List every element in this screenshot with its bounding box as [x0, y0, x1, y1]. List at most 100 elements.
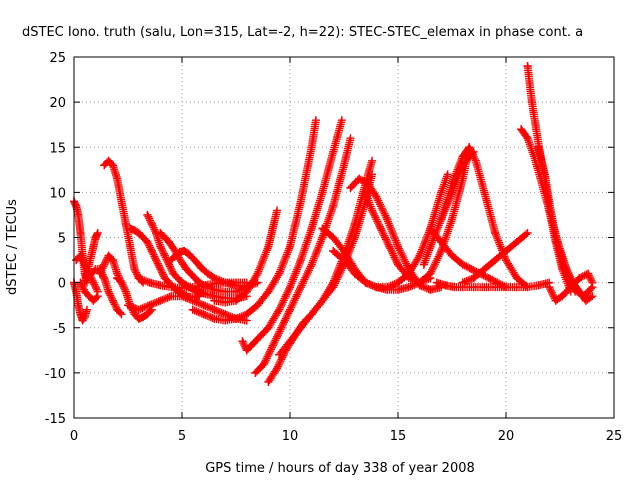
data-point: [221, 287, 230, 296]
data-point: [255, 332, 264, 341]
data-point: [534, 281, 543, 290]
data-point: [340, 247, 348, 256]
data-point: [167, 292, 176, 301]
data-point: [108, 256, 117, 265]
data-point: [156, 296, 165, 305]
data-point: [437, 238, 446, 247]
data-point: [82, 305, 91, 314]
data-series: [346, 174, 446, 294]
data-series: [134, 274, 251, 293]
data-point: [363, 179, 372, 188]
data-point: [167, 283, 176, 292]
data-point: [197, 264, 206, 273]
data-point: [286, 337, 294, 346]
data-point: [242, 287, 251, 296]
data-point: [469, 274, 478, 283]
data-point: [188, 305, 197, 314]
data-point: [80, 312, 89, 321]
data-point: [329, 233, 338, 242]
data-point: [286, 242, 294, 251]
x-axis-label: GPS time / hours of day 338 of year 2008: [205, 461, 475, 476]
data-point: [145, 278, 154, 287]
data-point: [139, 312, 148, 321]
data-point: [143, 210, 152, 219]
data-point: [182, 265, 191, 274]
data-point: [404, 283, 413, 292]
data-point: [268, 341, 277, 350]
data-point: [147, 219, 156, 228]
data-point: [76, 228, 85, 237]
data-point: [188, 254, 197, 263]
data-point: [432, 278, 441, 287]
data-point: [82, 274, 91, 283]
data-point: [74, 301, 83, 310]
data-point: [318, 233, 327, 242]
data-point: [210, 296, 219, 305]
data-point: [426, 224, 435, 233]
data-point: [307, 310, 316, 319]
data-point: [318, 224, 327, 233]
data-point: [221, 298, 230, 307]
data-point: [264, 287, 273, 296]
data-point: [458, 278, 467, 287]
data-point: [404, 265, 413, 274]
data-point: [134, 274, 143, 283]
data-point: [277, 323, 286, 332]
data-point: [147, 247, 156, 256]
data-point: [275, 305, 284, 314]
data-point: [575, 287, 584, 296]
data-series: [458, 228, 532, 287]
data-point: [134, 228, 143, 237]
data-point: [448, 215, 456, 224]
data-point: [465, 143, 474, 152]
data-point: [130, 226, 139, 235]
data-point: [210, 305, 219, 314]
data-point: [188, 283, 197, 292]
data-point: [199, 301, 208, 310]
data-point: [268, 224, 277, 233]
data-point: [545, 197, 554, 206]
data-point: [178, 284, 186, 293]
data-point: [104, 287, 113, 296]
data-point: [372, 283, 381, 292]
data-point: [469, 283, 478, 292]
data-point: [558, 292, 567, 301]
data-point: [74, 210, 83, 219]
data-point: [72, 287, 81, 296]
data-point: [87, 269, 96, 278]
data-point: [275, 269, 284, 278]
data-series: [210, 206, 282, 307]
data-point: [361, 188, 370, 197]
data-point: [238, 337, 247, 346]
data-point: [100, 274, 109, 283]
data-point: [104, 251, 113, 260]
data-point: [165, 238, 174, 247]
data-point: [458, 260, 467, 269]
data-point: [532, 125, 541, 134]
data-point: [368, 206, 377, 215]
x-tick-label: 15: [390, 429, 407, 444]
data-point: [117, 197, 126, 206]
data-point: [251, 368, 260, 377]
data-point: [502, 283, 510, 292]
data-point: [210, 279, 219, 288]
data-series: [188, 116, 320, 325]
data-point: [562, 265, 571, 274]
data-point: [126, 224, 135, 233]
x-tick-label: 10: [282, 429, 299, 444]
data-point: [113, 174, 122, 183]
data-point: [173, 274, 182, 283]
data-point: [318, 296, 327, 305]
data-point: [76, 251, 85, 260]
data-point: [307, 260, 316, 269]
data-point: [394, 260, 402, 269]
data-point: [523, 134, 532, 143]
data-point: [156, 242, 165, 251]
data-point: [91, 233, 100, 242]
data-point: [199, 289, 208, 298]
data-point: [296, 283, 305, 292]
data-point: [491, 283, 500, 292]
data-point: [286, 283, 294, 292]
data-point: [545, 283, 554, 292]
data-point: [160, 233, 169, 242]
